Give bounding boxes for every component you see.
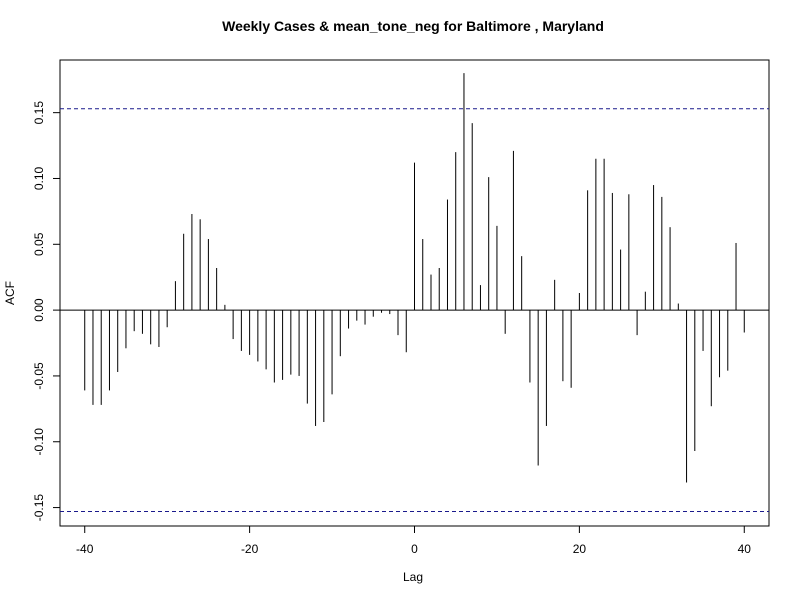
x-tick-label: 40 [738, 542, 752, 556]
y-tick-label: 0.00 [32, 298, 46, 322]
acf-bars [60, 73, 769, 483]
x-axis: -40 -20 0 20 40 [76, 525, 752, 556]
y-tick-label: 0.10 [32, 166, 46, 190]
chart-title: Weekly Cases & mean_tone_neg for Baltimo… [222, 18, 604, 34]
y-axis: -0.15 -0.10 -0.05 0.00 0.05 0.10 0.15 [32, 101, 61, 522]
y-tick-label: -0.05 [32, 362, 46, 390]
x-tick-label: -20 [241, 542, 259, 556]
y-tick-label: -0.10 [32, 428, 46, 456]
y-tick-label: 0.05 [32, 232, 46, 256]
x-tick-label: 20 [573, 542, 587, 556]
y-axis-label: ACF [3, 281, 17, 305]
x-tick-label: 0 [411, 542, 418, 556]
y-tick-label: 0.15 [32, 101, 46, 125]
x-tick-label: -40 [76, 542, 94, 556]
y-tick-label: -0.15 [32, 494, 46, 522]
x-axis-label: Lag [403, 570, 423, 584]
confidence-bounds [60, 108, 769, 513]
